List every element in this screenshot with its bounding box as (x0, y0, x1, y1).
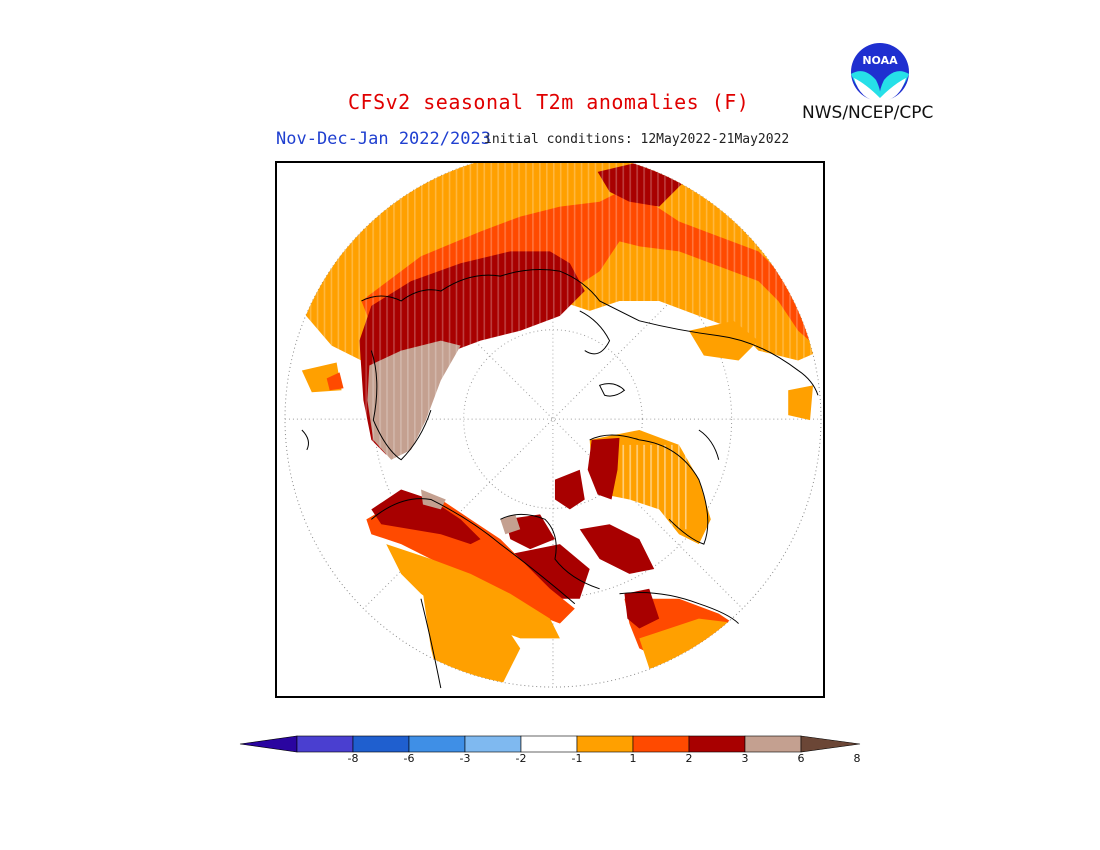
colorbar-swatch (352, 735, 410, 753)
polar-anomaly-map (284, 163, 822, 689)
noaa-logo-icon: NOAA (849, 41, 911, 103)
colorbar-tick-label: 1 (629, 752, 637, 765)
chart-title: CFSv2 seasonal T2m anomalies (F) (348, 90, 750, 114)
anomaly-light-africa (420, 578, 521, 688)
coastlines (301, 269, 819, 689)
colorbar-swatch (632, 735, 690, 753)
color-scale-bar (239, 735, 861, 753)
colorbar-swatch (464, 735, 522, 753)
colorbar-tick-label: 3 (741, 752, 749, 765)
colorbar-tick-label: 2 (685, 752, 693, 765)
colorbar-tick-label: -1 (571, 752, 583, 765)
colorbar-tick-label: 6 (797, 752, 805, 765)
colorbar-swatch (520, 735, 578, 753)
colorbar-swatch (688, 735, 746, 753)
anomaly-light-europe (386, 544, 560, 639)
colorbar-tick-label: -6 (403, 752, 415, 765)
anomaly-medium-pacific (326, 372, 344, 391)
colorbar-arrow-low (239, 735, 298, 753)
forecast-period: Nov-Dec-Jan 2022/2023 (276, 129, 491, 149)
anomaly-strong-atlantic (624, 588, 660, 629)
anomaly-strong-canada (587, 437, 620, 500)
colorbar-tick-label: -3 (459, 752, 471, 765)
colorbar-tick-label: -8 (347, 752, 359, 765)
colorbar-swatch (296, 735, 354, 753)
agency-label: NWS/NCEP/CPC (802, 103, 934, 123)
anomaly-strong-arctic-islands (505, 469, 655, 574)
colorbar-swatch (744, 735, 802, 753)
colorbar-swatch (408, 735, 466, 753)
colorbar-tick-label: 8 (853, 752, 861, 765)
anomaly-extreme-baffin (420, 489, 521, 535)
colorbar-tick-label: -2 (515, 752, 527, 765)
initial-conditions: initial conditions: 12May2022-21May2022 (484, 132, 790, 147)
colorbar-arrow-high (800, 735, 861, 753)
colorbar-swatch (576, 735, 634, 753)
map-frame (275, 161, 825, 698)
noaa-logo-text: NOAA (862, 54, 898, 67)
anomaly-strong-hudson (510, 544, 590, 599)
